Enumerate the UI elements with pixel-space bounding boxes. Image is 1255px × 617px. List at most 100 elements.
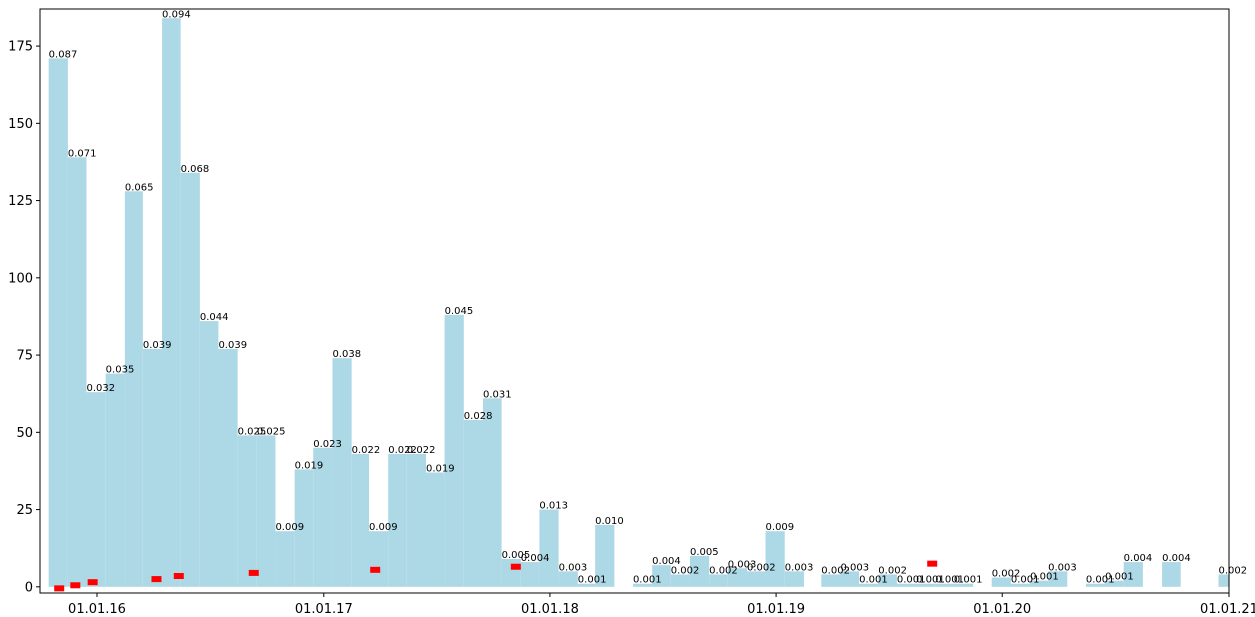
bar [878,574,897,587]
bar-value-label: 0.001 [1086,575,1115,586]
bar [463,419,484,587]
bar-value-label: 0.004 [521,553,550,564]
bar-value-label: 0.022 [352,445,381,456]
bar-value-label: 0.039 [143,340,172,351]
bar-value-label: 0.038 [332,349,361,360]
bar [162,18,181,587]
bar-value-label: 0.002 [878,565,907,576]
y-axis: 0 25 50 75 100 125 150 175 [8,40,40,595]
y-tick-label: 25 [16,503,33,518]
bar-value-label: 0.001 [935,575,964,586]
bar-value-label: 0.002 [821,565,850,576]
bar-value-label: 0.019 [426,463,455,474]
bar [313,447,333,587]
bar-labels: 0.087 0.071 0.032 0.035 0.065 0.039 0.094 0.068… [49,9,1247,585]
marker [70,582,81,589]
plot-frame [39,8,1230,594]
bar-value-label: 0.003 [728,559,757,570]
y-tick-label: 0 [25,580,33,595]
bar-value-label: 0.003 [841,562,870,573]
bar-value-label: 0.001 [1030,572,1059,583]
bar [652,565,671,587]
bar [294,469,314,587]
bar-value-label: 0.009 [275,522,304,533]
x-tick-label: 01.01.21 [1200,602,1255,617]
bar-value-label: 0.022 [407,445,436,456]
y-tick-label: 75 [16,349,33,364]
bars [48,18,1229,587]
bar [369,531,389,587]
bar-value-label: 0.003 [785,562,814,573]
bar-value-label: 0.001 [578,575,607,586]
bar [180,172,200,587]
bar-value-label: 0.004 [1162,553,1191,564]
bar [953,583,974,587]
marker [510,563,521,570]
marker [151,576,162,583]
bar-value-label: 0.003 [1048,562,1077,573]
bar-value-label: 0.004 [1124,553,1153,564]
bar [765,531,785,587]
bar [332,358,352,587]
bar-value-label: 0.009 [766,522,795,533]
bar-value-label: 0.094 [162,9,191,20]
marker [370,566,381,573]
bar [1162,562,1181,587]
x-tick-label: 01.01.16 [68,602,126,617]
bar [237,435,257,587]
bar [746,571,766,587]
bar [595,525,615,587]
bar-value-label: 0.002 [747,562,776,573]
bar-value-label: 0.002 [671,565,700,576]
bar [670,574,690,587]
bar [991,577,1011,587]
bar-value-label: 0.001 [633,575,662,586]
bar [86,392,106,587]
bar-value-label: 0.004 [652,556,681,567]
bar-value-label: 0.044 [200,312,229,323]
bar [784,571,804,587]
bar [351,453,370,587]
bar [935,583,954,587]
bar [1218,574,1229,587]
marker [927,560,938,567]
bar-value-label: 0.028 [464,411,493,422]
bar-value-label: 0.001 [897,575,926,586]
bar [406,453,427,587]
bar-value-label: 0.087 [49,49,78,60]
bar-value-label: 0.003 [559,562,588,573]
marker [173,573,184,580]
bar-value-label: 0.001 [1105,572,1134,583]
bar [142,348,163,587]
bar-value-label: 0.023 [313,439,342,450]
bar [1048,571,1068,587]
bar [501,559,521,587]
bar [218,348,238,587]
bar [105,373,125,587]
bar-value-label: 0.001 [1011,575,1040,586]
bar [709,574,728,587]
x-tick-label: 01.01.17 [295,602,353,617]
bar [1010,583,1031,587]
bar [199,321,219,587]
bar-value-label: 0.045 [445,306,474,317]
bar [124,191,143,587]
bar-value-label: 0.025 [257,426,286,437]
bar [444,314,464,587]
bar-value-label: 0.065 [125,182,154,193]
bar [388,453,407,587]
bar [896,583,917,587]
y-tick-label: 175 [8,40,33,55]
bar [1085,583,1106,587]
bar [48,58,68,587]
bar [840,571,860,587]
bar [916,583,936,587]
bar-value-label: 0.002 [992,569,1021,580]
bar-value-label: 0.032 [86,383,115,394]
bar [483,398,502,587]
bar [275,531,295,587]
bar [821,574,841,587]
bar-value-label: 0.035 [106,365,135,376]
bar [67,157,87,587]
